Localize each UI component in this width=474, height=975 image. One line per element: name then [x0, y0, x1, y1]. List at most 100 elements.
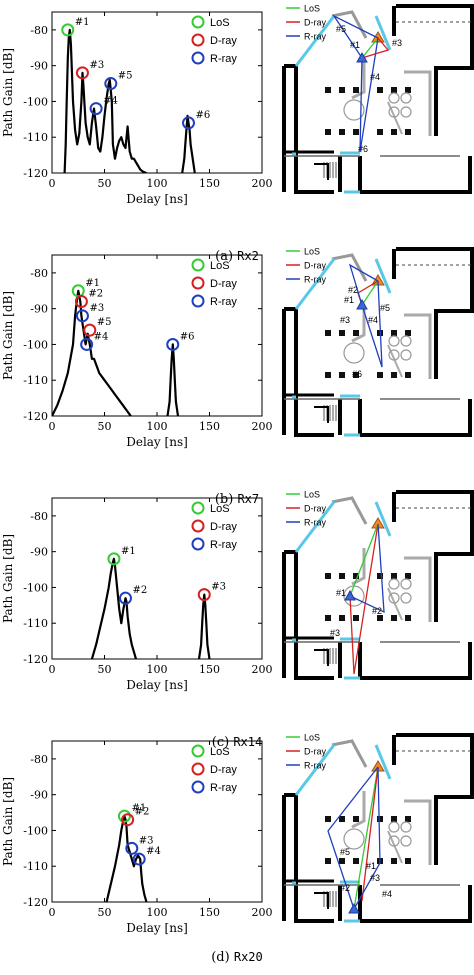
map-legend-label: D-ray [304, 747, 326, 757]
peak-label: #2 [133, 585, 148, 596]
map-ray-label: #3 [340, 315, 350, 325]
y-axis-label: Path Gain [dB] [1, 291, 15, 380]
y-tick-label: -110 [23, 860, 48, 873]
map-ray-label: #6 [358, 144, 368, 154]
pillar [405, 330, 411, 336]
pillar [391, 87, 397, 93]
peak-marker [117, 809, 131, 823]
caption-receiver-name: Rx14 [233, 735, 263, 749]
peak-marker [182, 116, 195, 130]
pillar [353, 858, 359, 864]
receiver-marker [356, 298, 368, 310]
pillar [353, 87, 359, 93]
peak-label: #2 [88, 289, 103, 300]
x-tick-label: 50 [98, 906, 112, 919]
peak-marker [75, 309, 89, 323]
legend-marker [191, 51, 205, 65]
pillar [391, 615, 397, 621]
ray-path [349, 523, 385, 614]
x-tick-label: 50 [98, 177, 112, 190]
map-ray-label: #2 [372, 606, 382, 616]
map-legend-label: R-ray [304, 761, 326, 771]
subfigure-caption: (b) Rx7 [0, 492, 474, 507]
pillar [405, 372, 411, 378]
legend-marker [191, 744, 205, 758]
pillar [353, 816, 359, 822]
pillar [391, 330, 397, 336]
pillar [377, 615, 383, 621]
map-legend-label: R-ray [304, 518, 326, 528]
map-ray-label: #1 [344, 295, 354, 305]
x-tick-label: 150 [199, 663, 220, 676]
panel-rx14: 0 50 100 150 200 -80 -90 -100 -110 -120 Delay [ns]… [0, 486, 474, 728]
legend-label: D-ray [210, 278, 237, 290]
ray-path [359, 37, 379, 153]
map-ray-label: #5 [336, 24, 346, 34]
x-tick-label: 0 [49, 906, 56, 919]
legend-label: D-ray [210, 35, 237, 47]
pillar [405, 858, 411, 864]
peak-marker [197, 588, 211, 602]
y-tick-label: -100 [23, 95, 48, 108]
receiver-marker [344, 589, 356, 601]
pillar [405, 615, 411, 621]
legend-label: R-ray [210, 53, 237, 65]
ray-path [349, 523, 379, 597]
y-tick-label: -120 [23, 653, 48, 666]
receiver-marker [356, 51, 368, 63]
peak-label: #5 [97, 317, 112, 328]
legend-label: D-ray [210, 521, 237, 533]
y-tick-label: -110 [23, 131, 48, 144]
x-tick-label: 50 [98, 420, 112, 433]
x-axis-label: Delay [ns] [126, 921, 188, 935]
y-tick-label: -90 [30, 546, 48, 559]
legend-label: LoS [210, 746, 230, 758]
pillar [339, 129, 345, 135]
peak-label: #3 [211, 582, 226, 593]
map-ray-label: #3 [392, 38, 402, 48]
pillar [339, 615, 345, 621]
caption-receiver-name: Rx7 [237, 492, 260, 506]
legend-marker [191, 15, 205, 29]
map-legend-label: LoS [304, 247, 320, 257]
legend-marker [191, 537, 205, 551]
legend-label: R-ray [210, 539, 237, 551]
map-ray-label: #2 [348, 285, 358, 295]
legend-marker [191, 762, 205, 776]
x-tick-label: 150 [199, 177, 220, 190]
map-ray-label: #6 [352, 369, 362, 379]
y-tick-label: -100 [23, 581, 48, 594]
map-ray-label: #3 [370, 873, 380, 883]
peak-marker [104, 77, 118, 91]
y-tick-label: -120 [23, 896, 48, 909]
map-ray-label: #1 [366, 861, 376, 871]
x-tick-label: 200 [252, 906, 273, 919]
y-tick-label: -110 [23, 374, 48, 387]
peak-label: #1 [131, 803, 146, 814]
pillar [391, 858, 397, 864]
y-axis-label: Path Gain [dB] [1, 534, 15, 623]
y-axis-label: Path Gain [dB] [1, 777, 15, 866]
pillar [405, 129, 411, 135]
legend-marker [191, 258, 205, 272]
series-line [90, 557, 138, 659]
floor-plan-map: LoS D-ray R-ray #2 #5 #1 #3 #4 #6 [282, 247, 474, 437]
ray-path [361, 766, 379, 902]
peak-label: #4 [103, 96, 118, 107]
ray-path [361, 280, 379, 306]
peak-marker [166, 337, 180, 351]
caption-letter: (d) [211, 950, 234, 965]
receiver-marker [348, 902, 360, 914]
map-legend-label: LoS [304, 4, 320, 14]
map-ray-label: #4 [370, 72, 380, 82]
peak-marker [119, 591, 132, 605]
legend-marker [191, 780, 205, 794]
ray-path [349, 523, 379, 675]
caption-letter: (c) [211, 735, 234, 750]
legend-marker [191, 33, 205, 47]
y-tick-label: -90 [30, 60, 48, 73]
chart-svg: 0 50 100 150 200 -80 -90 -100 -110 -120 Delay [ns]… [1, 490, 474, 692]
chart-svg: 0 50 100 150 200 -80 -90 -100 -110 -120 Delay [ns]… [1, 4, 474, 206]
map-ray-label: #1 [350, 40, 360, 50]
series-line [52, 289, 132, 416]
